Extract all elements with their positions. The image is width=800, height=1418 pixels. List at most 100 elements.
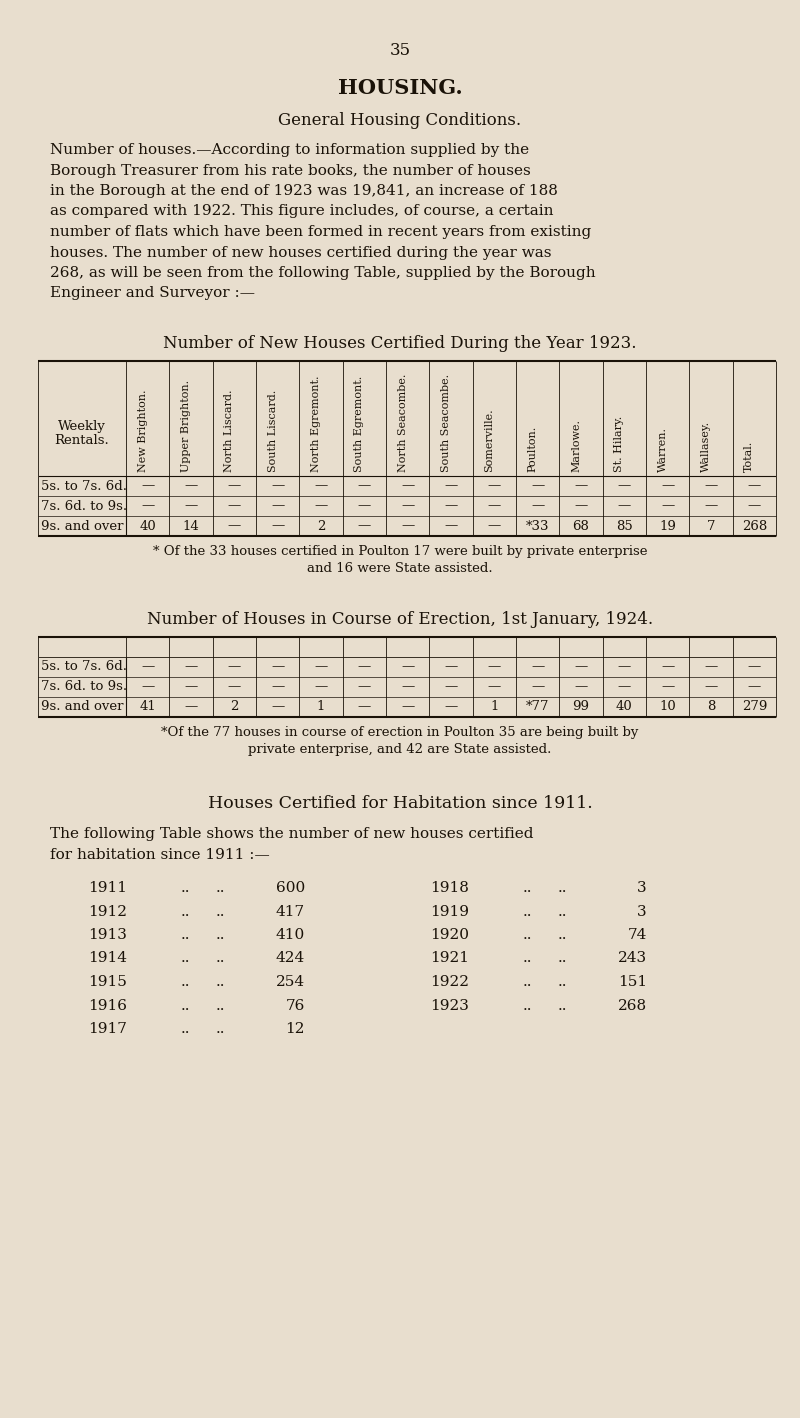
Text: ..: .. <box>180 976 190 988</box>
Text: ..: .. <box>180 998 190 1012</box>
Text: South Egremont.: South Egremont. <box>354 376 364 472</box>
Text: —: — <box>618 661 631 674</box>
Text: —: — <box>574 661 588 674</box>
Text: 19: 19 <box>659 519 676 533</box>
Text: South Seacombe.: South Seacombe. <box>441 374 451 472</box>
Text: 3: 3 <box>638 881 647 895</box>
Text: Poulton.: Poulton. <box>528 425 538 472</box>
Text: 10: 10 <box>659 700 676 713</box>
Text: * Of the 33 houses certified in Poulton 17 were built by private enterprise: * Of the 33 houses certified in Poulton … <box>153 545 647 559</box>
Text: houses. The number of new houses certified during the year was: houses. The number of new houses certifi… <box>50 245 551 259</box>
Text: —: — <box>184 700 198 713</box>
Text: —: — <box>488 519 501 533</box>
Text: 424: 424 <box>276 951 305 966</box>
Text: ..: .. <box>215 951 225 966</box>
Text: private enterprise, and 42 are State assisted.: private enterprise, and 42 are State ass… <box>248 743 552 756</box>
Text: Engineer and Surveyor :—: Engineer and Surveyor :— <box>50 286 255 301</box>
Text: —: — <box>531 661 544 674</box>
Text: ..: .. <box>180 927 190 942</box>
Text: 9s. and over: 9s. and over <box>41 519 123 533</box>
Text: —: — <box>531 499 544 512</box>
Text: 1923: 1923 <box>430 998 469 1012</box>
Text: —: — <box>488 661 501 674</box>
Text: —: — <box>228 661 241 674</box>
Text: —: — <box>748 681 761 693</box>
Text: —: — <box>661 479 674 492</box>
Text: —: — <box>401 479 414 492</box>
Text: —: — <box>141 479 154 492</box>
Text: 35: 35 <box>390 43 410 60</box>
Text: —: — <box>748 499 761 512</box>
Text: ..: .. <box>522 951 532 966</box>
Text: 268: 268 <box>742 519 767 533</box>
Text: Rentals.: Rentals. <box>54 434 110 447</box>
Text: —: — <box>574 479 588 492</box>
Text: 410: 410 <box>276 927 305 942</box>
Text: ..: .. <box>180 951 190 966</box>
Text: 76: 76 <box>286 998 305 1012</box>
Text: —: — <box>704 681 718 693</box>
Text: 74: 74 <box>628 927 647 942</box>
Text: in the Borough at the end of 1923 was 19,841, an increase of 188: in the Borough at the end of 1923 was 19… <box>50 184 558 199</box>
Text: as compared with 1922. This figure includes, of course, a certain: as compared with 1922. This figure inclu… <box>50 204 554 218</box>
Text: 41: 41 <box>139 700 156 713</box>
Text: —: — <box>704 499 718 512</box>
Text: Somerville.: Somerville. <box>484 408 494 472</box>
Text: —: — <box>184 499 198 512</box>
Text: —: — <box>618 681 631 693</box>
Text: ..: .. <box>522 998 532 1012</box>
Text: 12: 12 <box>286 1022 305 1037</box>
Text: —: — <box>488 681 501 693</box>
Text: ..: .. <box>522 976 532 988</box>
Text: —: — <box>271 519 284 533</box>
Text: 40: 40 <box>616 700 633 713</box>
Text: —: — <box>184 479 198 492</box>
Text: —: — <box>401 661 414 674</box>
Text: —: — <box>661 499 674 512</box>
Text: ..: .. <box>558 905 566 919</box>
Text: Weekly: Weekly <box>58 420 106 432</box>
Text: —: — <box>358 700 371 713</box>
Text: ..: .. <box>558 927 566 942</box>
Text: 68: 68 <box>573 519 590 533</box>
Text: 7s. 6d. to 9s.: 7s. 6d. to 9s. <box>41 499 127 512</box>
Text: —: — <box>444 700 458 713</box>
Text: St. Hilary.: St. Hilary. <box>614 415 624 472</box>
Text: Total.: Total. <box>744 441 754 472</box>
Text: Upper Brighton.: Upper Brighton. <box>181 380 191 472</box>
Text: —: — <box>618 499 631 512</box>
Text: —: — <box>314 681 328 693</box>
Text: —: — <box>228 499 241 512</box>
Text: 268, as will be seen from the following Table, supplied by the Borough: 268, as will be seen from the following … <box>50 267 596 279</box>
Text: ..: .. <box>180 1022 190 1037</box>
Text: Wallasey.: Wallasey. <box>701 421 711 472</box>
Text: —: — <box>531 681 544 693</box>
Text: ..: .. <box>522 905 532 919</box>
Text: 7: 7 <box>706 519 715 533</box>
Text: —: — <box>444 479 458 492</box>
Text: —: — <box>228 479 241 492</box>
Text: —: — <box>401 681 414 693</box>
Text: 1918: 1918 <box>430 881 469 895</box>
Text: 1912: 1912 <box>88 905 127 919</box>
Text: 1922: 1922 <box>430 976 469 988</box>
Text: —: — <box>314 479 328 492</box>
Text: —: — <box>271 479 284 492</box>
Text: —: — <box>271 499 284 512</box>
Text: North Seacombe.: North Seacombe. <box>398 373 408 472</box>
Text: ..: .. <box>558 881 566 895</box>
Text: —: — <box>401 519 414 533</box>
Text: —: — <box>184 681 198 693</box>
Text: ..: .. <box>558 998 566 1012</box>
Text: 1920: 1920 <box>430 927 469 942</box>
Text: —: — <box>444 681 458 693</box>
Text: *Of the 77 houses in course of erection in Poulton 35 are being built by: *Of the 77 houses in course of erection … <box>162 726 638 739</box>
Text: ..: .. <box>180 881 190 895</box>
Text: number of flats which have been formed in recent years from existing: number of flats which have been formed i… <box>50 225 591 240</box>
Text: 2: 2 <box>317 519 325 533</box>
Text: —: — <box>748 479 761 492</box>
Text: —: — <box>141 499 154 512</box>
Text: HOUSING.: HOUSING. <box>338 78 462 98</box>
Text: 254: 254 <box>276 976 305 988</box>
Text: General Housing Conditions.: General Housing Conditions. <box>278 112 522 129</box>
